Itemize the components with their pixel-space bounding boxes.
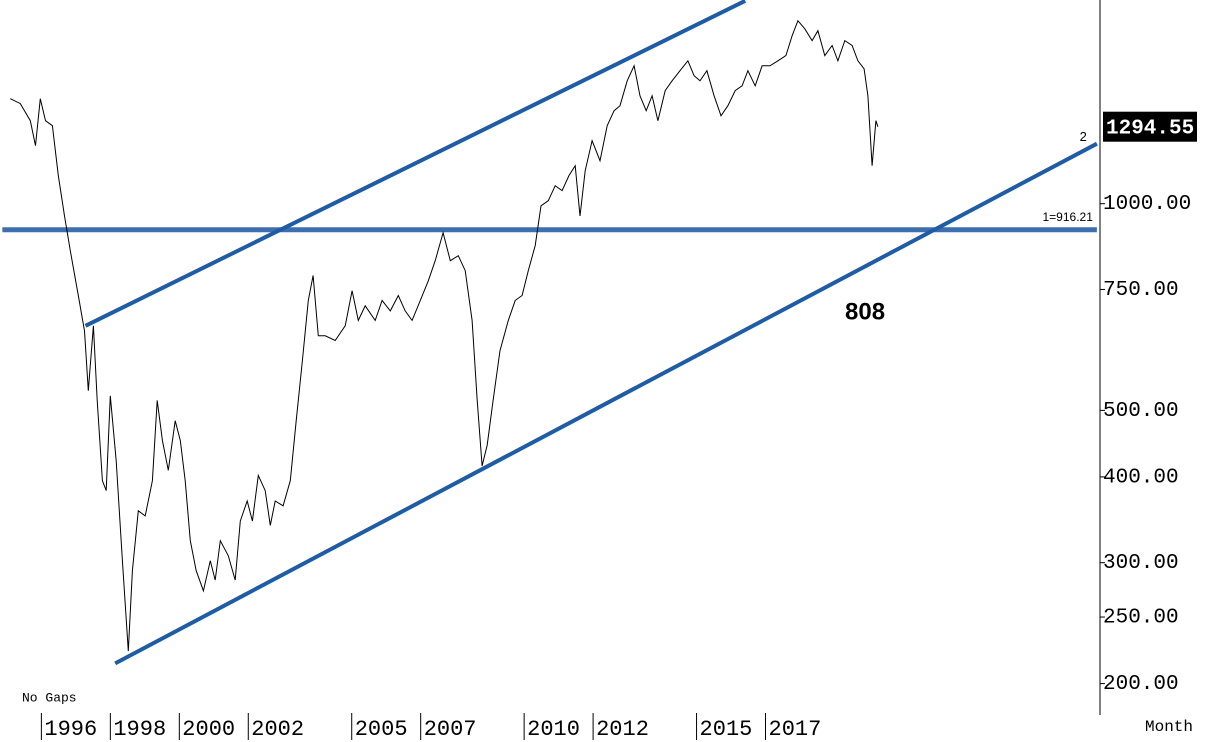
last-value-box (1103, 111, 1197, 142)
price-line (10, 19, 879, 652)
y-tick-label: 400.00 (1103, 466, 1179, 489)
y-tick-label: 1000.00 (1103, 193, 1191, 216)
trendline (84, 0, 747, 328)
x-tick-label: 1996 (44, 717, 97, 742)
x-tick-label: 2015 (700, 717, 753, 742)
trendline-label: 2 (1080, 129, 1087, 144)
y-tick-label: 300.00 (1103, 552, 1179, 575)
level-label: 1=916.21 (1043, 210, 1094, 224)
x-tick-label: 1998 (113, 717, 166, 742)
last-value-label: 1294.55 (1106, 117, 1194, 140)
x-tick-label: 2005 (355, 717, 408, 742)
x-tick-label: 2010 (527, 717, 580, 742)
x-tick-label: 2017 (769, 717, 822, 742)
y-tick-label: 500.00 (1103, 400, 1179, 423)
note: No Gaps (22, 690, 77, 705)
trendline (114, 141, 1098, 666)
x-axis-label: Month (1145, 718, 1193, 736)
x-tick-label: 2007 (424, 717, 477, 742)
x-tick-label: 2002 (251, 717, 304, 742)
y-tick-label: 200.00 (1103, 673, 1179, 696)
x-tick-label: 2000 (182, 717, 235, 742)
y-tick-label: 250.00 (1103, 607, 1179, 630)
x-tick-label: 2012 (596, 717, 649, 742)
y-tick-label: 750.00 (1103, 279, 1179, 302)
annotation: 808 (845, 298, 885, 325)
